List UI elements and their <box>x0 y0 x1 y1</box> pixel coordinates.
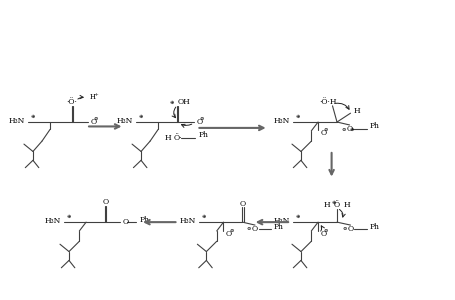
Text: ⊖: ⊖ <box>340 127 345 132</box>
Text: O: O <box>320 230 326 238</box>
Text: Ö: Ö <box>333 201 339 209</box>
Text: Ph: Ph <box>273 223 283 231</box>
Text: ⊖: ⊖ <box>94 116 98 121</box>
Text: Ö·: Ö· <box>173 134 182 142</box>
Text: H₃N: H₃N <box>273 117 289 124</box>
Text: ⊕: ⊕ <box>201 214 205 219</box>
Text: Ph: Ph <box>139 216 149 224</box>
Text: O: O <box>239 200 245 208</box>
Text: Ph: Ph <box>198 131 208 139</box>
Text: ⊖: ⊖ <box>228 228 233 233</box>
Text: O: O <box>196 118 202 126</box>
Text: OH: OH <box>177 98 190 106</box>
Text: O: O <box>91 118 96 126</box>
Text: ⊕: ⊕ <box>295 214 299 219</box>
Text: ⊕: ⊕ <box>330 200 335 205</box>
Text: ⊖: ⊖ <box>323 127 327 132</box>
Text: H₃N: H₃N <box>9 117 25 124</box>
Text: H₃N: H₃N <box>117 117 133 124</box>
Text: O: O <box>102 198 108 206</box>
Text: ⊖: ⊖ <box>246 226 250 231</box>
Text: H: H <box>353 107 359 115</box>
Text: H: H <box>323 201 329 209</box>
Text: ·Ö·H: ·Ö·H <box>318 98 336 106</box>
Text: ⊕: ⊕ <box>349 127 353 132</box>
Text: O: O <box>347 225 353 232</box>
Text: H: H <box>343 201 349 209</box>
Text: H: H <box>164 134 171 142</box>
Text: H⁺: H⁺ <box>90 93 99 101</box>
Text: H₃N: H₃N <box>179 217 195 225</box>
Text: O: O <box>346 124 352 133</box>
Text: ⊖: ⊖ <box>323 228 327 233</box>
Text: Ph: Ph <box>369 223 379 231</box>
Text: ⊕: ⊕ <box>139 114 143 119</box>
Text: H₃N: H₃N <box>45 217 61 225</box>
Text: O: O <box>225 230 231 238</box>
Text: Ph: Ph <box>369 122 379 130</box>
Text: ⊖: ⊖ <box>199 116 204 121</box>
Text: ·Ö·: ·Ö· <box>66 98 77 106</box>
Text: O: O <box>320 129 326 137</box>
Text: ⊕: ⊕ <box>67 214 71 219</box>
Text: H₃N: H₃N <box>273 217 289 225</box>
Text: ⊕: ⊕ <box>169 100 173 105</box>
Text: O: O <box>122 218 128 226</box>
Text: ⊖: ⊖ <box>341 226 346 231</box>
Text: ⊕: ⊕ <box>295 114 299 119</box>
Text: ⊕: ⊕ <box>30 114 35 119</box>
Text: O: O <box>252 225 258 232</box>
